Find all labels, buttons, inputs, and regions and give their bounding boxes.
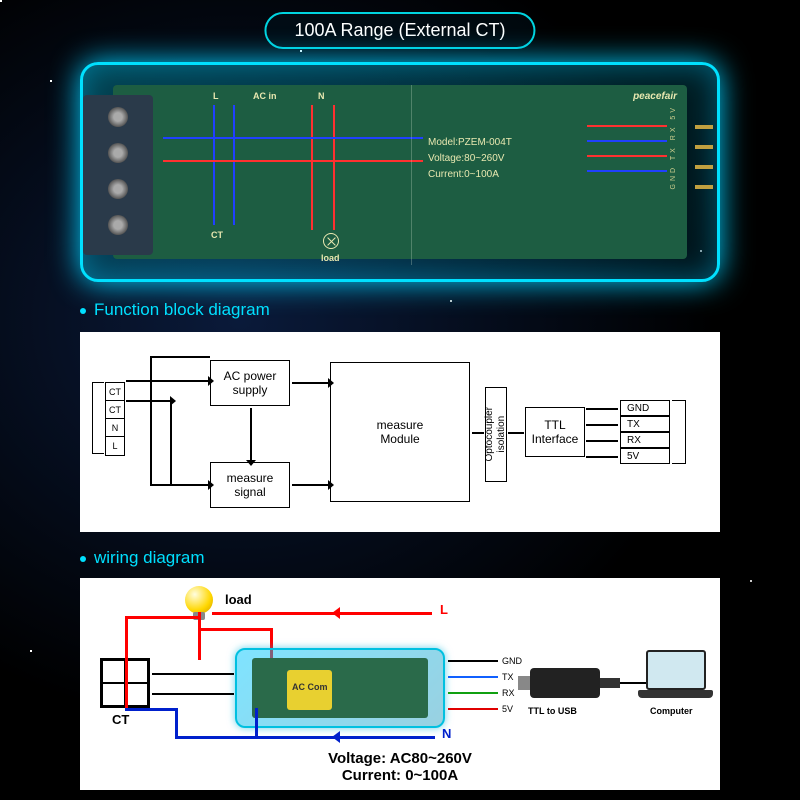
fb-measure-signal: measure signal xyxy=(210,462,290,508)
section-head-func: Function block diagram xyxy=(80,300,270,320)
label-acin: AC in xyxy=(253,91,277,101)
terminal-block xyxy=(83,95,153,255)
fb-ac-power: AC power supply xyxy=(210,360,290,406)
wiring-device: AC Com xyxy=(235,648,445,728)
ct-label: CT xyxy=(112,712,129,727)
label-load: load xyxy=(321,253,340,263)
label-ct: CT xyxy=(211,230,223,240)
ttl-usb-label: TTL to USB xyxy=(528,706,577,716)
load-symbol xyxy=(323,233,339,249)
right-pins xyxy=(695,125,707,189)
n-label: N xyxy=(442,726,451,741)
fb-terminal: CT CT N L xyxy=(105,382,125,456)
brand: peacefair xyxy=(633,91,677,102)
device-info: Model:PZEM-004T Voltage:80~260V Current:… xyxy=(428,135,512,183)
right-pin-labels: GND TX RX 5V xyxy=(670,105,677,190)
fb-opto: Optocoupler isolation xyxy=(485,387,507,482)
fb-measure-module: measure Module xyxy=(330,362,470,502)
wiring-specs: Voltage: AC80~260V Current: 0~100A xyxy=(80,750,720,784)
section-head-wiring: wiring diagram xyxy=(80,548,205,568)
usb-adapter xyxy=(530,668,600,698)
fb-ttl: TTL Interface xyxy=(525,407,585,457)
bulb-icon xyxy=(185,586,213,614)
fb-pins: GND TX RX 5V xyxy=(620,400,670,464)
load-label: load xyxy=(225,592,252,607)
function-block-diagram: CT CT N L AC power supply measure signal… xyxy=(80,332,720,532)
title-pill: 100A Range (External CT) xyxy=(264,12,535,49)
laptop-icon xyxy=(646,650,713,698)
l-label: L xyxy=(440,602,448,617)
wiring-diagram: load L AC Com CT N GND TX RX 5V TTL to U… xyxy=(80,578,720,790)
label-l: L xyxy=(213,91,219,101)
computer-label: Computer xyxy=(650,706,693,716)
device-enclosure: L AC in N CT load Model:PZEM-004T Voltag… xyxy=(80,62,720,282)
label-n: N xyxy=(318,91,325,101)
